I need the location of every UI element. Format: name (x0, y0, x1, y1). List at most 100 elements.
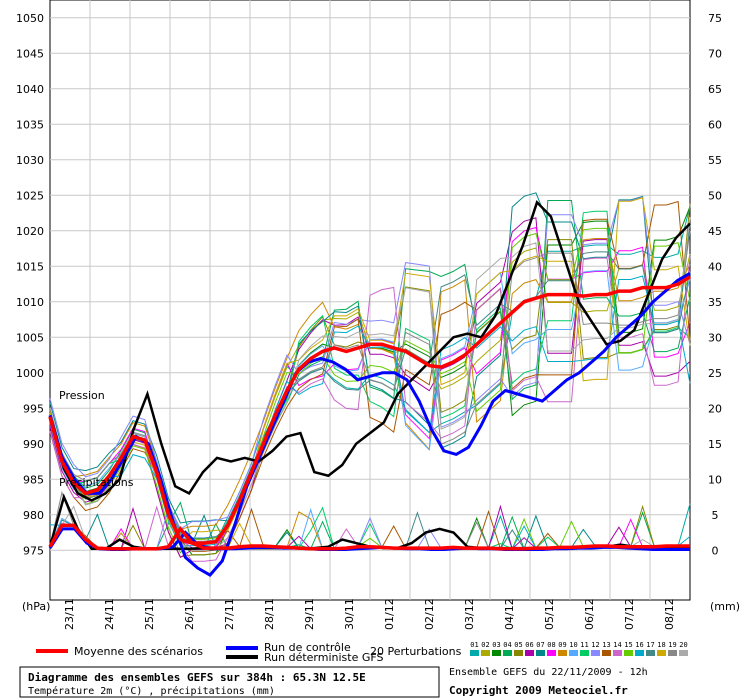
x-tick-label: 29/11 (303, 598, 316, 630)
footer-box (19, 666, 440, 698)
left-tick-label: 1005 (16, 331, 44, 344)
x-tick-label: 26/11 (183, 598, 196, 630)
right-tick-label: 75 (708, 12, 722, 25)
series-mean-pressure-line (48, 275, 691, 545)
right-tick-label: 20 (708, 402, 722, 415)
perturbation-swatch (668, 650, 677, 656)
x-tick-label: 01/12 (383, 598, 396, 630)
perturbation-swatch (470, 650, 479, 656)
left-tick-label: 1015 (16, 260, 44, 273)
right-tick-label: 10 (708, 473, 722, 486)
perturbation-pressure-line (49, 196, 691, 530)
x-tick-label: 24/11 (103, 598, 116, 630)
perturbation-swatch (591, 650, 600, 656)
left-tick-label: 1025 (16, 189, 44, 202)
right-tick-label: 70 (708, 47, 722, 60)
perturbation-id-label: 01 (470, 641, 478, 649)
annotation-pression: Pression (59, 389, 105, 402)
left-tick-label: 995 (23, 402, 44, 415)
x-tick-label: 02/12 (423, 598, 436, 630)
right-tick-label: 30 (708, 331, 722, 344)
footer-title: Diagramme des ensembles GEFS sur 384h : … (28, 671, 366, 684)
series-deterministic-pressure-line (48, 199, 691, 502)
series-mean-precip-line (48, 523, 690, 551)
right-tick-label: 15 (708, 438, 722, 451)
perturbation-pressure-line (49, 192, 691, 524)
perturbation-swatches: 01 02 03 04 05 06 07 08 09 10 11 12 13 14 15 16 17 18 19 20 (470, 641, 688, 656)
footer-subtitle: Température 2m (°C) , précipitations (mm… (28, 685, 275, 697)
x-tick-label: 03/12 (463, 598, 476, 630)
left-axis-unit: (hPa) (22, 600, 50, 613)
grid (49, 0, 691, 601)
perturbation-swatch (657, 650, 666, 656)
perturbation-swatch (602, 650, 611, 656)
legend-pert-label: 20 Perturbations (370, 645, 462, 658)
perturbation-id-label: 06 (525, 641, 533, 649)
right-tick-label: 0 (712, 544, 719, 557)
right-tick-label: 40 (708, 260, 722, 273)
perturbation-id-label: 08 (547, 641, 555, 649)
x-tick-label: 23/11 (63, 598, 76, 630)
left-tick-label: 990 (23, 438, 44, 451)
perturbation-id-label: 16 (635, 641, 643, 649)
right-tick-label: 45 (708, 225, 722, 238)
x-tick-label: 08/12 (663, 598, 676, 630)
footer-run-info: Ensemble GEFS du 22/11/2009 - 12h (449, 667, 648, 678)
perturbation-swatch (580, 650, 589, 656)
right-tick-label: 55 (708, 154, 722, 167)
left-axis-ticks: 975 980 985 990 995 1000 1005 1010 1015 1020 1025 1… (16, 12, 44, 558)
perturbation-id-label: 04 (503, 641, 511, 649)
perturbation-swatch (624, 650, 633, 656)
perturbation-pressure-line (49, 275, 691, 547)
perturbation-id-label: 13 (602, 641, 610, 649)
x-tick-label: 06/12 (583, 598, 596, 630)
perturbation-swatch (547, 650, 556, 656)
perturbation-swatch (569, 650, 578, 656)
x-tick-label: 04/12 (503, 598, 516, 630)
left-tick-label: 1045 (16, 47, 44, 60)
x-tick-label: 27/11 (223, 598, 236, 630)
right-tick-label: 60 (708, 118, 722, 131)
x-tick-label: 07/12 (623, 598, 636, 630)
x-tick-label: 30/11 (343, 598, 356, 630)
perturbation-id-label: 17 (646, 641, 654, 649)
left-tick-label: 980 (23, 509, 44, 522)
left-tick-label: 1040 (16, 83, 44, 96)
left-tick-label: 1050 (16, 12, 44, 25)
perturbation-id-label: 19 (668, 641, 676, 649)
perturbation-swatch (613, 650, 622, 656)
left-tick-label: 1000 (16, 367, 44, 380)
perturbation-swatch (536, 650, 545, 656)
right-tick-label: 65 (708, 83, 722, 96)
legend-control-label: Run de contrôle (264, 641, 351, 654)
perturbation-swatch (679, 650, 688, 656)
main-lines (48, 199, 691, 578)
right-tick-label: 5 (712, 509, 719, 522)
left-tick-label: 1020 (16, 225, 44, 238)
legend-det-label: Run déterministe GFS (264, 651, 384, 664)
perturbation-id-label: 20 (679, 641, 687, 649)
perturbation-swatch (481, 650, 490, 656)
perturbation-id-label: 07 (536, 641, 544, 649)
perturbation-id-label: 15 (624, 641, 632, 649)
left-tick-label: 985 (23, 473, 44, 486)
x-tick-label: 25/11 (143, 598, 156, 630)
perturbation-pressure-line (49, 227, 691, 554)
perturbation-swatch (558, 650, 567, 656)
left-tick-label: 1010 (16, 296, 44, 309)
perturbation-id-label: 12 (591, 641, 599, 649)
x-tick-label: 28/11 (263, 598, 276, 630)
perturbation-id-label: 03 (492, 641, 500, 649)
perturbation-id-label: 18 (657, 641, 665, 649)
left-tick-label: 1035 (16, 118, 44, 131)
perturbation-id-label: 14 (613, 641, 621, 649)
right-tick-label: 25 (708, 367, 722, 380)
right-axis-unit: (mm) (710, 600, 740, 613)
right-tick-label: 50 (708, 189, 722, 202)
perturbation-swatch (492, 650, 501, 656)
annotation-precipitations: Précipitations (59, 476, 134, 489)
perturbation-swatch (635, 650, 644, 656)
perturbation-id-label: 02 (481, 641, 489, 649)
left-tick-label: 975 (23, 544, 44, 557)
